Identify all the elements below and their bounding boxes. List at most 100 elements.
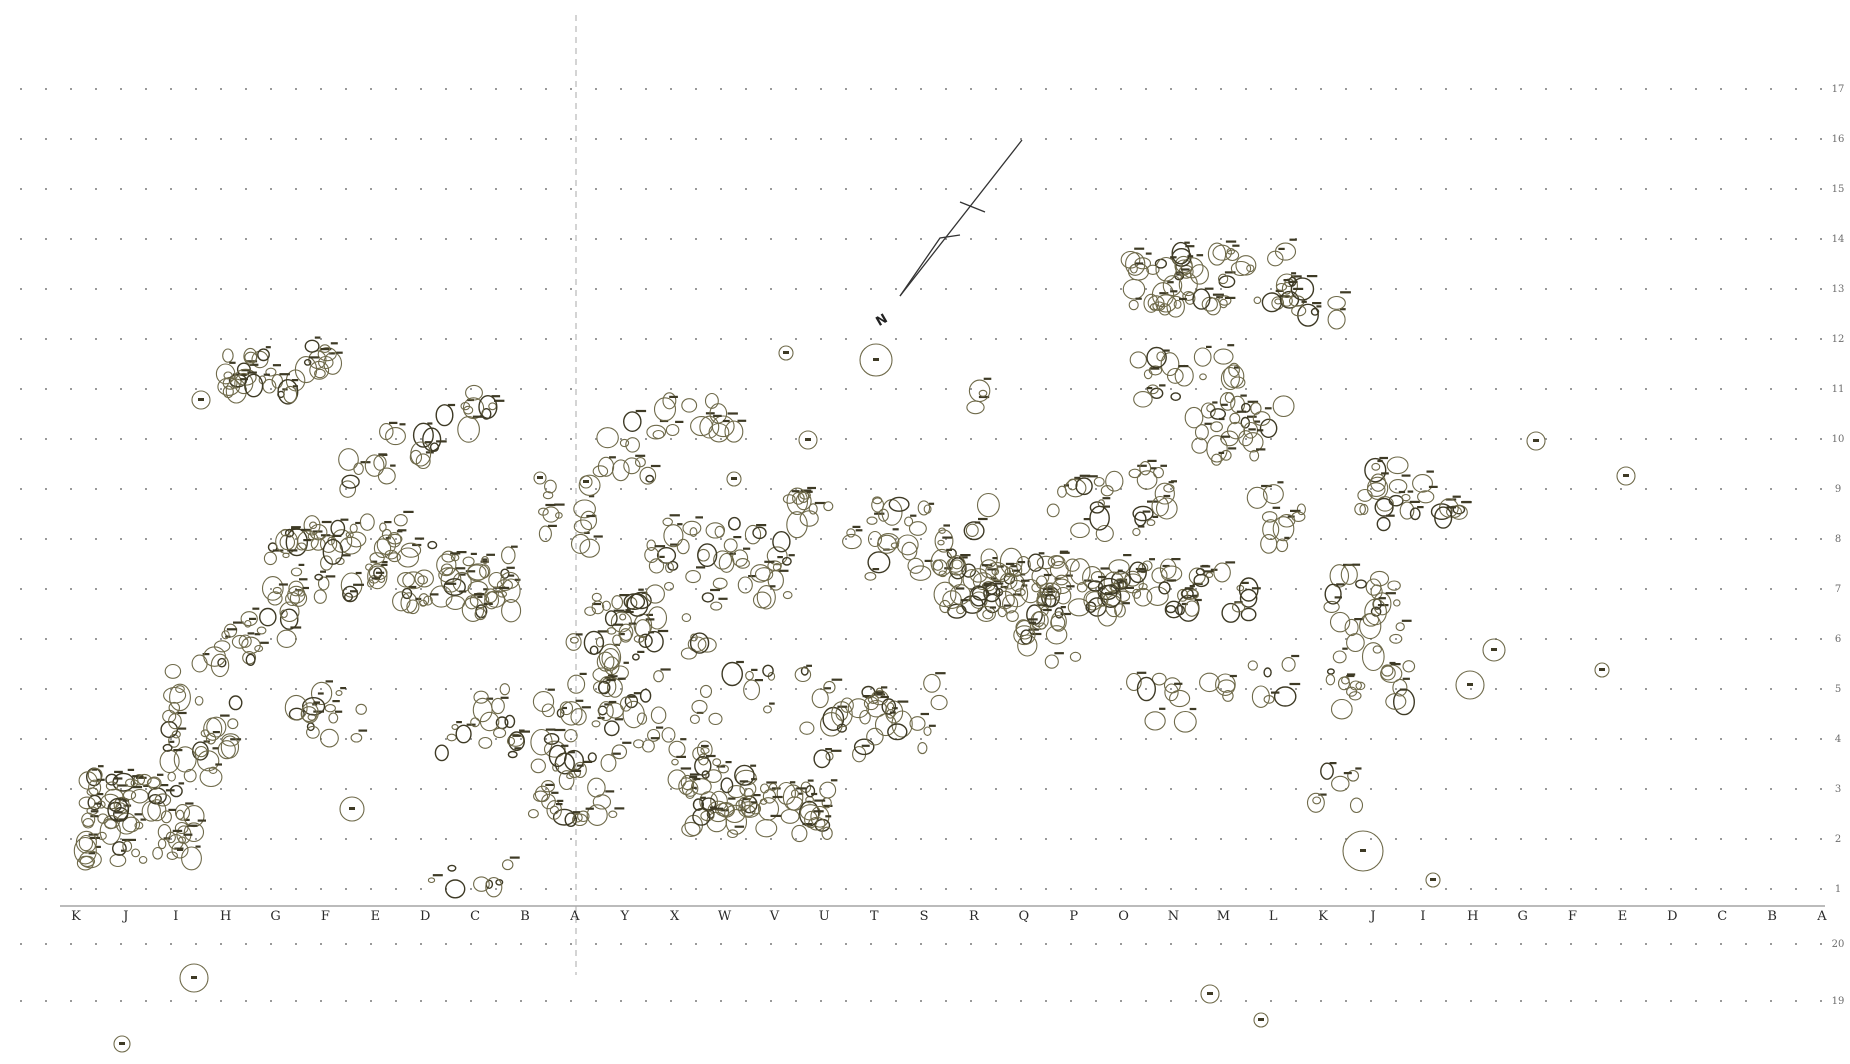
grid-dot	[1670, 488, 1672, 490]
feature-outline	[137, 773, 152, 786]
grid-dot	[1320, 838, 1322, 840]
grid-dot	[1120, 288, 1122, 290]
grid-dot	[1145, 288, 1147, 290]
feature-outline	[1151, 672, 1167, 686]
grid-dot	[1070, 638, 1072, 640]
feature-tag	[1467, 683, 1473, 686]
feature-outline	[1346, 686, 1358, 697]
feature-tag	[695, 516, 703, 519]
grid-dot	[1270, 888, 1272, 890]
grid-dot	[70, 888, 72, 890]
grid-dot	[570, 388, 572, 390]
grid-dot	[1520, 288, 1522, 290]
feature-outline	[1160, 565, 1183, 582]
feature-outline	[1425, 872, 1441, 888]
grid-dot	[1020, 788, 1022, 790]
grid-dot	[170, 288, 172, 290]
feature-tag	[1293, 287, 1304, 290]
feature-outline	[948, 573, 963, 588]
feature-outline	[367, 563, 388, 590]
grid-dot	[1095, 488, 1097, 490]
feature-outline	[619, 438, 630, 448]
grid-dot	[220, 638, 222, 640]
grid-dot	[95, 738, 97, 740]
feature-outline	[724, 804, 746, 824]
grid-dot	[120, 538, 122, 540]
grid-dot	[1595, 1000, 1597, 1002]
feature-outline	[963, 521, 985, 541]
grid-dot	[20, 438, 22, 440]
grid-dot	[845, 538, 847, 540]
grid-dot	[270, 1000, 272, 1002]
grid-dot	[220, 888, 222, 890]
feature-tag	[299, 578, 308, 581]
feature-outline	[1291, 305, 1307, 317]
feature-tag	[1167, 281, 1174, 284]
feature-tag	[881, 686, 888, 689]
grid-dot	[695, 738, 697, 740]
grid-dot	[395, 88, 397, 90]
grid-dot	[70, 738, 72, 740]
feature-outline	[645, 474, 655, 483]
feature-tag	[1196, 254, 1204, 257]
grid-dot	[1745, 238, 1747, 240]
grid-dot	[420, 438, 422, 440]
grid-dot	[1370, 738, 1372, 740]
grid-dot	[370, 338, 372, 340]
grid-dot	[1045, 1000, 1047, 1002]
feature-outline	[656, 547, 677, 564]
grid-dot	[45, 688, 47, 690]
grid-dot	[720, 438, 722, 440]
feature-outline	[301, 702, 319, 724]
feature-tag	[659, 555, 665, 558]
grid-dot	[1445, 388, 1447, 390]
feature-outline	[410, 441, 432, 467]
grid-dot	[595, 288, 597, 290]
feature-outline	[1097, 593, 1109, 607]
grid-dot	[1470, 188, 1472, 190]
grid-dot	[1570, 338, 1572, 340]
grid-dot	[1595, 538, 1597, 540]
feature-outline	[632, 653, 640, 661]
grid-dot	[1770, 538, 1772, 540]
feature-outline	[1038, 622, 1047, 630]
feature-tag	[486, 553, 495, 556]
grid-dot	[1170, 388, 1172, 390]
feature-outline	[705, 522, 726, 539]
grid-dot	[595, 388, 597, 390]
feature-tag	[122, 838, 130, 841]
grid-dot	[845, 138, 847, 140]
feature-outline	[175, 809, 185, 820]
grid-dot	[1620, 188, 1622, 190]
feature-outline	[373, 567, 383, 579]
feature-outline	[813, 749, 831, 769]
grid-dot	[445, 538, 447, 540]
feature-outline	[866, 699, 887, 718]
grid-dot	[1020, 438, 1022, 440]
grid-dot	[620, 738, 622, 740]
grid-dot	[545, 88, 547, 90]
grid-dot	[1795, 538, 1797, 540]
feature-outline	[611, 595, 624, 610]
feature-tag	[654, 545, 666, 548]
feature-outline	[759, 783, 770, 794]
feature-tag	[700, 796, 706, 799]
grid-dot	[70, 688, 72, 690]
feature-outline	[457, 416, 480, 443]
feature-tag	[1059, 550, 1069, 553]
grid-dot	[895, 238, 897, 240]
grid-dot	[1670, 943, 1672, 945]
column-label: T	[870, 909, 879, 924]
feature-tag	[291, 379, 299, 382]
grid-dot	[720, 488, 722, 490]
grid-dot	[245, 288, 247, 290]
feature-tag	[1159, 707, 1166, 710]
feature-tag	[720, 809, 729, 812]
grid-dot	[720, 338, 722, 340]
feature-tag	[837, 705, 848, 708]
feature-outline	[578, 474, 601, 496]
grid-dot	[70, 538, 72, 540]
feature-outline	[681, 398, 698, 413]
grid-dot	[320, 238, 322, 240]
row-label: 1	[1835, 884, 1841, 895]
